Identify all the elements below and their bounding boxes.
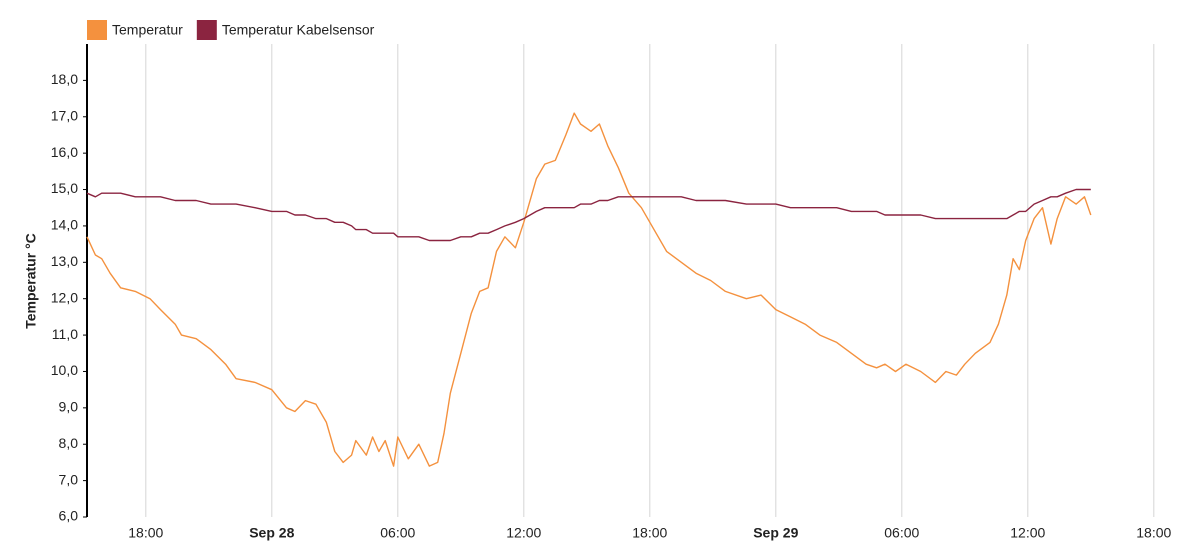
- legend-swatch: [87, 20, 107, 40]
- data-line: [86, 188, 1091, 242]
- y-tick-label: 17,0: [51, 107, 78, 123]
- legend-item: Temperatur Kabelsensor: [196, 20, 375, 40]
- x-tick-label: 06:00: [380, 525, 415, 541]
- legend-label: Temperatur Kabelsensor: [222, 22, 375, 38]
- x-tick-label: Sep 29: [753, 525, 798, 541]
- y-tick-label: 16,0: [51, 144, 78, 160]
- x-tick-label: 18:00: [1136, 525, 1171, 541]
- x-tick-label: 18:00: [632, 525, 667, 541]
- y-axis-title: Temperatur °C: [23, 233, 39, 329]
- x-tick-label: Sep 28: [249, 525, 294, 541]
- data-line: [86, 112, 1092, 467]
- y-tick-label: 12,0: [51, 289, 78, 305]
- x-tick-label: 06:00: [884, 525, 919, 541]
- legend-label: Temperatur: [112, 22, 183, 38]
- x-tick-label: 18:00: [128, 525, 163, 541]
- y-tick-label: 11,0: [52, 326, 78, 342]
- y-tick-label: 18,0: [51, 71, 78, 87]
- y-tick-label: 15,0: [51, 180, 78, 196]
- legend-swatch: [196, 20, 217, 40]
- x-tick-label: 12:00: [1010, 525, 1045, 541]
- y-tick-label: 14,0: [51, 217, 78, 233]
- x-tick-label: 12:00: [506, 525, 541, 541]
- y-tick-label: 6,0: [59, 508, 79, 524]
- legend-item: Temperatur: [87, 20, 183, 40]
- y-tick-label: 9,0: [59, 399, 79, 415]
- y-tick-label: 8,0: [59, 435, 79, 451]
- y-tick-label: 10,0: [51, 362, 78, 378]
- y-tick-label: 13,0: [51, 253, 78, 269]
- y-tick-label: 7,0: [59, 471, 79, 487]
